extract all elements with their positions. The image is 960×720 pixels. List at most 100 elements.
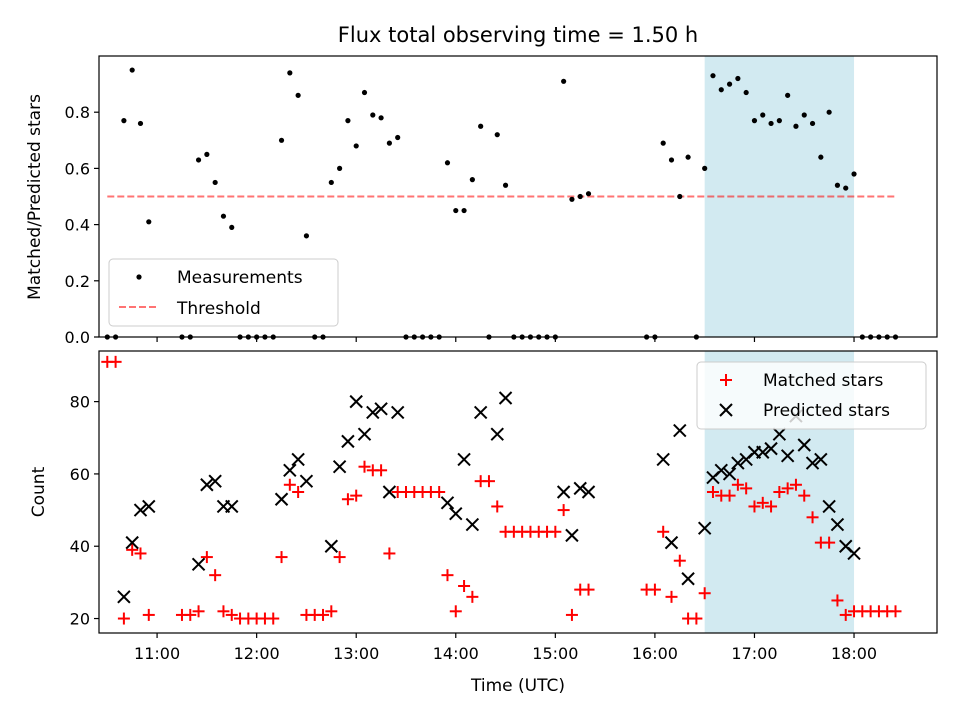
predicted-star-point (225, 499, 239, 514)
predicted-star-point (440, 496, 455, 510)
predicted-star-point (374, 402, 388, 416)
matched-star-point (267, 612, 280, 625)
predicted-star-point (556, 485, 571, 499)
matched-star-point (142, 608, 155, 621)
measurement-point (569, 196, 575, 202)
matched-star-point (773, 486, 786, 498)
predicted-star-point (382, 485, 397, 499)
matched-star-point (665, 590, 678, 603)
legend-predicted-label: Predicted stars (763, 401, 890, 421)
measurement-point (353, 143, 359, 149)
top-legend-box (108, 258, 339, 327)
predicted-star-point (349, 394, 363, 409)
matched-star-point (317, 608, 330, 621)
predicted-star-point (465, 517, 480, 532)
measurement-point (668, 157, 675, 163)
matched-star-point (706, 486, 719, 498)
predicted-star-point (142, 499, 156, 514)
measurement-point (702, 165, 708, 171)
bottom-panel: 20 40 60 80 11:00 12:00 13:00 14:00 15:00 16:00 17… (29, 350, 938, 696)
measurement-point (577, 193, 583, 200)
matched-star-point (648, 583, 661, 596)
matched-star-point (449, 605, 462, 618)
predicted-star-point (805, 456, 820, 470)
matched-star-point (283, 478, 296, 491)
measurement-point (395, 134, 401, 141)
predicted-star-point (673, 423, 687, 438)
measurement-point (660, 140, 666, 146)
measurement-point (204, 151, 210, 157)
matched-star-point (748, 500, 761, 513)
matched-star-point (109, 355, 122, 368)
chart-title: Flux total observing time = 1.50 h (338, 23, 698, 47)
predicted-star-point (664, 535, 679, 550)
measurement-point (785, 92, 791, 98)
predicted-star-point (208, 474, 222, 488)
measurement-point (801, 112, 807, 118)
measurement-point (345, 118, 351, 124)
matched-star-point (383, 547, 396, 560)
measurement-point (378, 115, 384, 121)
measurement-point (502, 182, 509, 188)
top-y-tick-label: 0.0 (65, 328, 90, 347)
matched-star-point (789, 478, 802, 491)
measurement-point (444, 160, 451, 166)
bottom-y-tick-label: 60 (70, 465, 90, 484)
matched-star-point (358, 460, 371, 473)
measurement-point (337, 165, 343, 171)
legend-predicted-marker (719, 403, 733, 417)
matched-star-point (275, 551, 288, 564)
predicted-star-point (299, 474, 314, 488)
predicted-star-point (457, 452, 471, 467)
predicted-star-point (117, 590, 131, 604)
measurement-point (585, 191, 592, 197)
predicted-star-point (357, 427, 372, 441)
matched-star-point (117, 612, 130, 625)
legend-matched-marker (720, 374, 732, 386)
matched-star-point (375, 464, 388, 477)
matched-star-point (690, 612, 703, 625)
measurement-point (146, 219, 152, 225)
matched-star-point (798, 489, 811, 502)
bottom-y-axis-label: Count (29, 466, 49, 517)
x-tick-label: 11:00 (134, 644, 180, 663)
matched-star-point (126, 543, 139, 556)
top-axes-frame (98, 55, 938, 338)
predicted-star-point (573, 481, 587, 496)
bottom-legend-box (696, 361, 927, 430)
measurement-point (776, 118, 782, 124)
measurement-point (809, 120, 816, 127)
matched-star-point (806, 511, 819, 524)
legend-matched-label: Matched stars (763, 371, 883, 391)
matched-star-point (134, 547, 147, 560)
measurement-point (278, 137, 285, 143)
bottom-axes-frame (98, 350, 938, 634)
measurement-point (751, 118, 758, 124)
matched-star-point (482, 475, 495, 488)
predicted-star-point (341, 434, 355, 449)
matched-star-point (192, 605, 205, 618)
measurement-point (793, 123, 799, 129)
x-axis-label: Time (UTC) (470, 676, 565, 696)
measurement-point (287, 70, 293, 76)
predicted-star-point (780, 449, 795, 463)
measurement-point (561, 78, 567, 84)
measurement-point (834, 182, 841, 188)
matched-star-point (225, 608, 238, 621)
predicted-star-point (366, 405, 380, 420)
predicted-star-point (473, 405, 488, 420)
predicted-star-point (125, 535, 139, 550)
predicted-star-point (764, 441, 778, 456)
predicted-star-point (797, 438, 811, 452)
predicted-star-point (283, 463, 297, 478)
top-y-tick-label: 0.6 (65, 159, 90, 178)
x-tick-label: 13:00 (333, 644, 379, 663)
legend-measurements-label: Measurements (177, 268, 303, 288)
top-y-axis-label: Matched/Predicted stars (25, 94, 45, 300)
matched-star-point (557, 504, 570, 517)
matched-star-point (831, 594, 844, 607)
matched-star-point (731, 478, 744, 491)
predicted-star-point (390, 405, 405, 420)
matched-star-point (823, 536, 836, 549)
